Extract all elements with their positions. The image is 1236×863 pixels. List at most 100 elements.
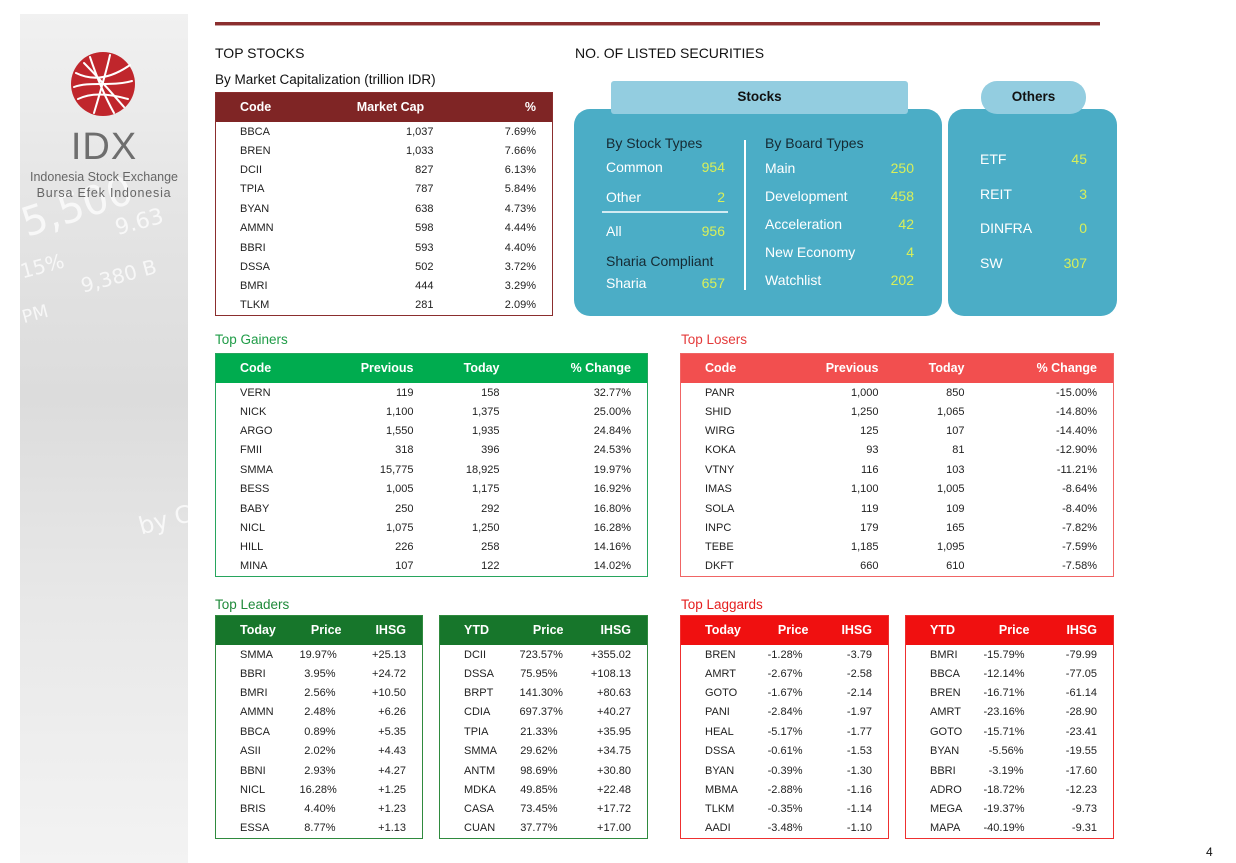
- column-header: YTD: [439, 615, 508, 645]
- stock-code-cell: BABY: [240, 502, 270, 515]
- stock-code-cell: INPC: [705, 521, 732, 534]
- table-row: MINA 107 122 14.02%: [216, 557, 648, 576]
- table-row: AMMN 2.48% +6.26: [216, 703, 423, 722]
- top-stocks-title: TOP STOCKS: [215, 45, 305, 61]
- top-losers-title: Top Losers: [681, 332, 748, 347]
- table-row: BESS 1,005 1,175 16.92%: [216, 479, 648, 498]
- others-sw-label: SW: [980, 255, 1003, 271]
- stock-code-cell: NICL: [240, 521, 266, 534]
- common-value: 954: [701, 159, 725, 175]
- value-cell: -17.60: [1065, 764, 1097, 777]
- top-laggards-ytd-table: YTD Price IHSG BMRI -15.79% -79.99 BBCA -12.…: [905, 615, 1114, 839]
- stock-code-cell: PANI: [705, 706, 730, 719]
- stock-code-cell: HEAL: [705, 725, 734, 738]
- table-row: BREN -1.28% -3.79: [681, 645, 889, 664]
- others-reit-label: REIT: [980, 186, 1012, 202]
- value-cell: +1.13: [378, 822, 406, 835]
- column-header: Price: [507, 615, 570, 645]
- value-cell: -16.71%: [983, 686, 1025, 699]
- value-cell: -9.31: [1071, 822, 1097, 835]
- board-acceleration-value: 42: [898, 216, 914, 232]
- table-header-row: Code Market Cap %: [215, 92, 553, 122]
- stock-code-cell: KOKA: [705, 444, 736, 457]
- value-cell: -8.64%: [1062, 483, 1097, 496]
- column-header: Price: [287, 615, 348, 645]
- stock-code-cell: IMAS: [705, 483, 732, 496]
- stock-code-cell: DCII: [464, 649, 486, 662]
- column-header: Today: [680, 615, 753, 645]
- column-header: Previous: [790, 353, 891, 383]
- value-cell: -79.99: [1065, 649, 1097, 662]
- top-laggards-title: Top Laggards: [681, 597, 763, 612]
- table-row: BBCA 0.89% +5.35: [216, 722, 423, 741]
- column-header: Today: [425, 353, 512, 383]
- value-cell: 292: [481, 502, 500, 515]
- stock-code-cell: VERN: [240, 387, 271, 400]
- value-cell: -1.67%: [767, 686, 803, 699]
- stock-code-cell: TPIA: [240, 183, 265, 196]
- value-cell: -1.53: [846, 745, 872, 758]
- value-cell: 1,033: [405, 144, 434, 157]
- board-new-economy-value: 4: [906, 244, 914, 260]
- value-cell: +1.25: [378, 783, 406, 796]
- value-cell: +355.02: [590, 649, 631, 662]
- top-gainers-title: Top Gainers: [215, 332, 288, 347]
- table-row: TPIA 787 5.84%: [216, 180, 553, 199]
- value-cell: 4.40%: [304, 803, 336, 816]
- header-rule: [215, 22, 1100, 25]
- column-header: IHSG: [569, 615, 648, 645]
- value-cell: 73.45%: [520, 803, 558, 816]
- value-cell: -28.90: [1065, 706, 1097, 719]
- stock-code-cell: BBRI: [930, 764, 956, 777]
- table-row: MDKA 49.85% +22.48: [440, 780, 648, 799]
- board-development-value: 458: [890, 188, 914, 204]
- value-cell: -23.41: [1065, 725, 1097, 738]
- table-row: TLKM -0.35% -1.14: [681, 800, 889, 819]
- table-row: DKFT 660 610 -7.58%: [681, 557, 1114, 576]
- value-cell: +30.80: [597, 764, 631, 777]
- stock-code-cell: BYAN: [240, 202, 270, 215]
- value-cell: 75.95%: [520, 667, 558, 680]
- other-value: 2: [717, 189, 725, 205]
- column-header: YTD: [905, 615, 972, 645]
- value-cell: 1,175: [471, 483, 500, 496]
- value-cell: 49.85%: [520, 783, 558, 796]
- value-cell: 32.77%: [593, 387, 631, 400]
- value-cell: 7.69%: [504, 126, 536, 139]
- column-header: % Change: [511, 353, 648, 383]
- value-cell: 18,925: [465, 463, 500, 476]
- stock-code-cell: SMMA: [240, 649, 273, 662]
- value-cell: -1.14: [846, 803, 872, 816]
- value-cell: -14.80%: [1056, 405, 1097, 418]
- stock-code-cell: BYAN: [930, 745, 960, 758]
- column-header: Today: [890, 353, 977, 383]
- board-main-label: Main: [765, 160, 796, 176]
- stock-code-cell: DKFT: [705, 560, 734, 573]
- stock-code-cell: BBRI: [240, 667, 266, 680]
- value-cell: 107: [395, 560, 414, 573]
- value-cell: -0.39%: [767, 764, 803, 777]
- stock-code-cell: DSSA: [464, 667, 494, 680]
- stock-code-cell: BREN: [930, 686, 961, 699]
- value-cell: 502: [415, 260, 434, 273]
- top-losers-table: Code Previous Today % Change PANR 1,000 85…: [680, 353, 1114, 577]
- stock-code-cell: VTNY: [705, 463, 735, 476]
- value-cell: 281: [415, 299, 434, 312]
- table-row: BYAN -0.39% -1.30: [681, 761, 889, 780]
- value-cell: -12.23: [1065, 783, 1097, 796]
- bg-ticker-text: PM: [20, 300, 51, 329]
- value-cell: 1,075: [385, 521, 414, 534]
- stock-code-cell: CASA: [464, 803, 494, 816]
- value-cell: 1,550: [385, 424, 414, 437]
- stock-code-cell: FMII: [240, 444, 262, 457]
- value-cell: -3.79: [846, 649, 872, 662]
- column-header: %: [445, 92, 553, 122]
- value-cell: 24.53%: [593, 444, 631, 457]
- value-cell: 1,065: [936, 405, 965, 418]
- value-cell: 1,185: [850, 541, 879, 554]
- table-row: GOTO -1.67% -2.14: [681, 683, 889, 702]
- value-cell: +17.00: [597, 822, 631, 835]
- table-row: PANI -2.84% -1.97: [681, 703, 889, 722]
- stock-code-cell: AADI: [705, 822, 731, 835]
- stock-code-cell: AMMN: [240, 706, 274, 719]
